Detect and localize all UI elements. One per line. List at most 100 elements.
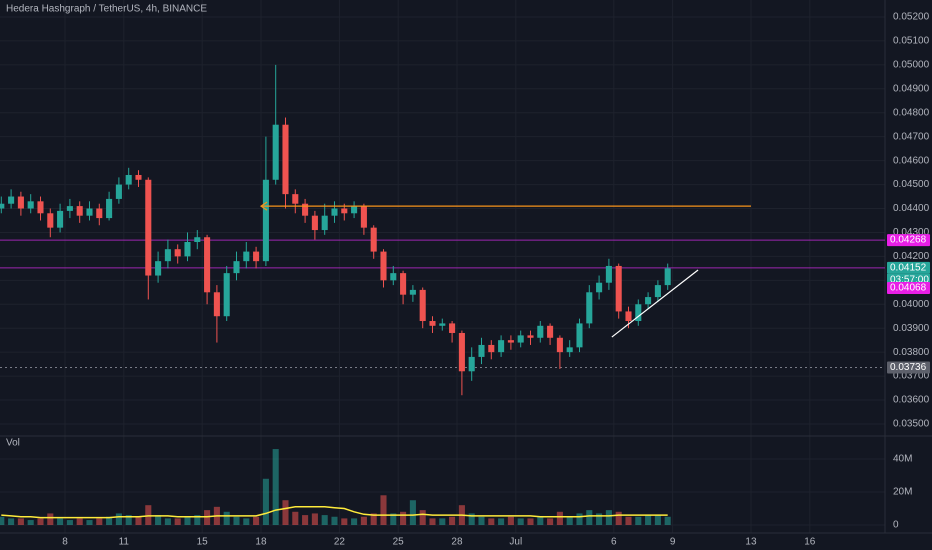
candle-body bbox=[380, 251, 387, 281]
volume-bar bbox=[282, 500, 289, 525]
candle-body bbox=[449, 323, 456, 333]
candle-body bbox=[155, 261, 162, 276]
candle-body bbox=[664, 268, 671, 286]
y-tick-label: 0.04800 bbox=[893, 107, 930, 118]
x-tick-label: Jul bbox=[509, 537, 522, 548]
candle-body bbox=[106, 198, 113, 219]
candle-body bbox=[517, 335, 524, 343]
volume-bar bbox=[439, 518, 446, 525]
candle-body bbox=[302, 203, 309, 216]
candle-body bbox=[272, 124, 279, 180]
candle-body bbox=[458, 332, 465, 372]
volume-bar bbox=[576, 513, 583, 525]
volume-bar bbox=[272, 449, 279, 525]
y-tick-label: 0.05100 bbox=[893, 36, 930, 47]
volume-bar bbox=[115, 513, 122, 525]
volume-bar bbox=[547, 518, 554, 525]
volume-bar bbox=[351, 518, 358, 525]
volume-bar bbox=[517, 518, 524, 525]
volume-bar bbox=[527, 518, 534, 525]
candle-body bbox=[0, 203, 5, 209]
volume-bar bbox=[76, 518, 83, 525]
volume-bar bbox=[184, 516, 191, 525]
drawing-line bbox=[611, 269, 699, 338]
volume-bar bbox=[311, 513, 318, 525]
candle-body bbox=[390, 273, 397, 281]
price-label: 0.04152 bbox=[890, 263, 927, 274]
volume-bar bbox=[390, 513, 397, 525]
y-tick-label: 0.04700 bbox=[893, 131, 930, 142]
volume-bar bbox=[498, 518, 505, 525]
price-label-box bbox=[887, 261, 930, 274]
candle-body bbox=[341, 208, 348, 214]
candle-body bbox=[645, 297, 652, 305]
volume-bar bbox=[429, 518, 436, 525]
volume-bar bbox=[370, 513, 377, 525]
candle-body bbox=[125, 174, 132, 185]
x-tick-label: 15 bbox=[197, 537, 209, 548]
volume-bar bbox=[360, 516, 367, 525]
candle-body bbox=[213, 292, 220, 317]
volume-bar bbox=[664, 516, 671, 525]
candle-body bbox=[282, 124, 289, 195]
volume-bar bbox=[478, 516, 485, 525]
volume-ma-line bbox=[1, 506, 668, 519]
price-label-box bbox=[887, 361, 930, 374]
candle-body bbox=[115, 184, 122, 199]
volume-bar bbox=[488, 518, 495, 525]
volume-bar bbox=[223, 511, 230, 525]
volume-tick-label: 20M bbox=[893, 487, 912, 498]
volume-bar bbox=[243, 518, 250, 525]
candle-body bbox=[96, 208, 103, 219]
candle-body bbox=[400, 273, 407, 295]
candle-body bbox=[331, 208, 338, 216]
candle-body bbox=[66, 206, 73, 211]
volume-bar bbox=[419, 510, 426, 525]
x-tick-label: 18 bbox=[255, 537, 267, 548]
candle-body bbox=[223, 273, 230, 317]
candle-body bbox=[321, 215, 328, 231]
volume-bar bbox=[556, 511, 563, 525]
x-tick-label: 13 bbox=[745, 537, 757, 548]
volume-bar bbox=[8, 518, 15, 525]
candle-body bbox=[86, 208, 93, 216]
y-tick-label: 0.04000 bbox=[893, 299, 930, 310]
y-tick-label: 0.05200 bbox=[893, 12, 930, 23]
candle-body bbox=[164, 249, 171, 262]
candle-body bbox=[135, 174, 142, 180]
y-tick-label: 0.03600 bbox=[893, 395, 930, 406]
volume-bar bbox=[566, 516, 573, 525]
price-label: 0.03736 bbox=[890, 362, 927, 373]
candle-body bbox=[439, 323, 446, 326]
price-label: 0.04268 bbox=[890, 235, 927, 246]
volume-bar bbox=[96, 518, 103, 525]
volume-label: Vol bbox=[6, 438, 20, 449]
candle-body bbox=[576, 323, 583, 348]
x-tick-label: 25 bbox=[393, 537, 405, 548]
volume-bar bbox=[106, 516, 113, 525]
candle-body bbox=[625, 311, 632, 322]
volume-bar bbox=[253, 516, 260, 525]
price-label: 0.04068 bbox=[890, 283, 927, 294]
candle-body bbox=[635, 304, 642, 322]
candle-body bbox=[547, 325, 554, 338]
volume-bar bbox=[537, 516, 544, 525]
volume-bar bbox=[164, 518, 171, 525]
candle-body bbox=[498, 340, 505, 353]
volume-bar bbox=[341, 518, 348, 525]
volume-bar bbox=[302, 515, 309, 525]
candle-body bbox=[586, 292, 593, 324]
candle-body bbox=[605, 265, 612, 283]
volume-bar bbox=[86, 520, 93, 525]
volume-bar bbox=[155, 515, 162, 525]
candle-body bbox=[409, 289, 416, 295]
candle-body bbox=[243, 251, 250, 262]
candle-body bbox=[429, 321, 436, 326]
volume-bar bbox=[596, 513, 603, 525]
volume-bar bbox=[331, 516, 338, 525]
volume-bar bbox=[586, 510, 593, 525]
candle-body bbox=[145, 179, 152, 276]
price-label-box bbox=[887, 234, 930, 247]
